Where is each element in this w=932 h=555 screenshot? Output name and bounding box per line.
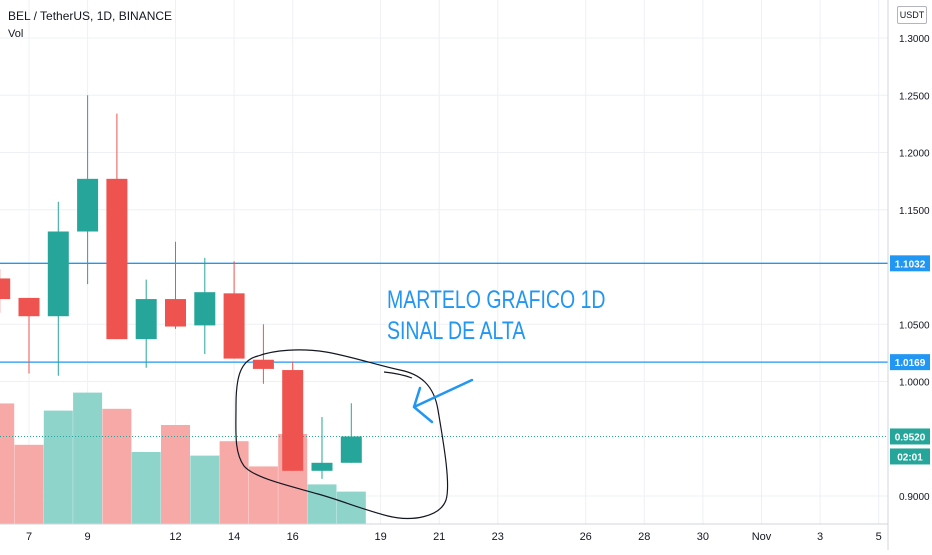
candle-body-7	[194, 292, 216, 326]
volume-bars	[0, 392, 366, 524]
candle-body-8	[223, 293, 245, 359]
symbol-title[interactable]: BEL / TetherUS, 1D, BINANCE	[8, 9, 173, 23]
hline-price-badge-1-bg	[890, 354, 930, 371]
x-tick-labels: 7 9 12 14 16 19 21 23 26 28 30 Nov 3 5	[26, 531, 882, 543]
volume-bar-5	[131, 452, 161, 524]
last-price-badge: 0.9520	[895, 432, 926, 443]
x-tick-label-13: 5	[876, 531, 882, 543]
volume-bar-4	[102, 408, 132, 524]
user-drawings[interactable]	[235, 349, 474, 519]
volume-bar-2	[43, 410, 73, 524]
x-tick-label-6: 21	[433, 531, 445, 543]
volume-bar-8	[219, 441, 249, 524]
x-tick-label-9: 28	[638, 531, 650, 543]
candle-body-0	[0, 278, 11, 300]
x-tick-label-7: 23	[492, 531, 504, 543]
hline-price-badge-1: 1.0169	[895, 358, 926, 369]
candles	[0, 95, 362, 479]
x-tick-label-1: 9	[85, 531, 91, 543]
annotation-line-2: SINAL DE ALTA	[387, 317, 526, 345]
x-tick-label-10: 30	[697, 531, 709, 543]
grid	[0, 0, 888, 524]
candle-body-4	[106, 178, 128, 340]
volume-bar-1	[14, 444, 44, 524]
price-axis[interactable]	[0, 0, 889, 550]
horizontal-lines[interactable]	[0, 262, 888, 437]
y-tick-label-6: 0.9000	[899, 492, 930, 503]
text-annotation[interactable]: MARTELO GRAFICO 1D SINAL DE ALTA	[387, 285, 606, 347]
x-tick-label-12: 3	[817, 531, 823, 543]
candle-body-9	[252, 359, 274, 369]
countdown-badge-bg	[890, 448, 930, 465]
y-tick-label-0: 1.3000	[899, 34, 930, 45]
y-tick-label-2: 1.2000	[899, 149, 930, 160]
x-tick-label-4: 16	[287, 531, 299, 543]
y-tick-label-4: 1.0500	[899, 320, 930, 331]
x-tick-label-11: Nov	[752, 531, 772, 543]
x-tick-label-3: 14	[228, 531, 240, 543]
countdown-badge: 02:01	[897, 452, 923, 463]
volume-bar-9	[248, 466, 278, 524]
x-tick-label-2: 12	[169, 531, 181, 543]
volume-bar-0	[0, 403, 15, 524]
y-tick-label-5: 1.0000	[899, 378, 930, 389]
y-tick-label-1: 1.2500	[899, 91, 930, 102]
x-tick-label-5: 19	[374, 531, 386, 543]
hand-drawn-circle[interactable]	[235, 349, 449, 519]
candle-body-2	[47, 231, 69, 317]
hline-price-badge-0: 1.1032	[895, 259, 926, 270]
candle-body-3	[77, 178, 99, 232]
hline-price-badge-0-bg	[890, 255, 930, 272]
y-tick-label-3: 1.1500	[899, 206, 930, 217]
volume-bar-3	[73, 392, 103, 524]
candle-body-6	[165, 299, 186, 327]
candle-body-12	[340, 436, 362, 463]
price-badges: 1.1032 1.0169 0.9520 02:01	[890, 255, 930, 465]
x-tick-label-0: 7	[26, 531, 32, 543]
candle-body-5	[135, 299, 157, 340]
hand-drawn-stroke	[383, 371, 413, 379]
y-tick-labels: 1.3000 1.2500 1.2000 1.1500 1.0500 1.0000 0.90…	[899, 34, 930, 503]
candle-body-11	[311, 462, 333, 471]
x-tick-label-8: 26	[580, 531, 592, 543]
candle-body-10	[282, 370, 304, 471]
currency-button[interactable]: USDT	[897, 6, 927, 24]
volume-bar-11	[307, 484, 337, 524]
arrow-icon[interactable]	[412, 378, 474, 424]
volume-bar-6	[161, 425, 190, 524]
volume-indicator-label[interactable]: Vol	[8, 28, 24, 40]
volume-bar-7	[190, 455, 220, 524]
last-price-badge-bg	[890, 428, 930, 445]
annotation-line-1: MARTELO GRAFICO 1D	[387, 286, 606, 314]
candle-body-1	[18, 297, 40, 317]
